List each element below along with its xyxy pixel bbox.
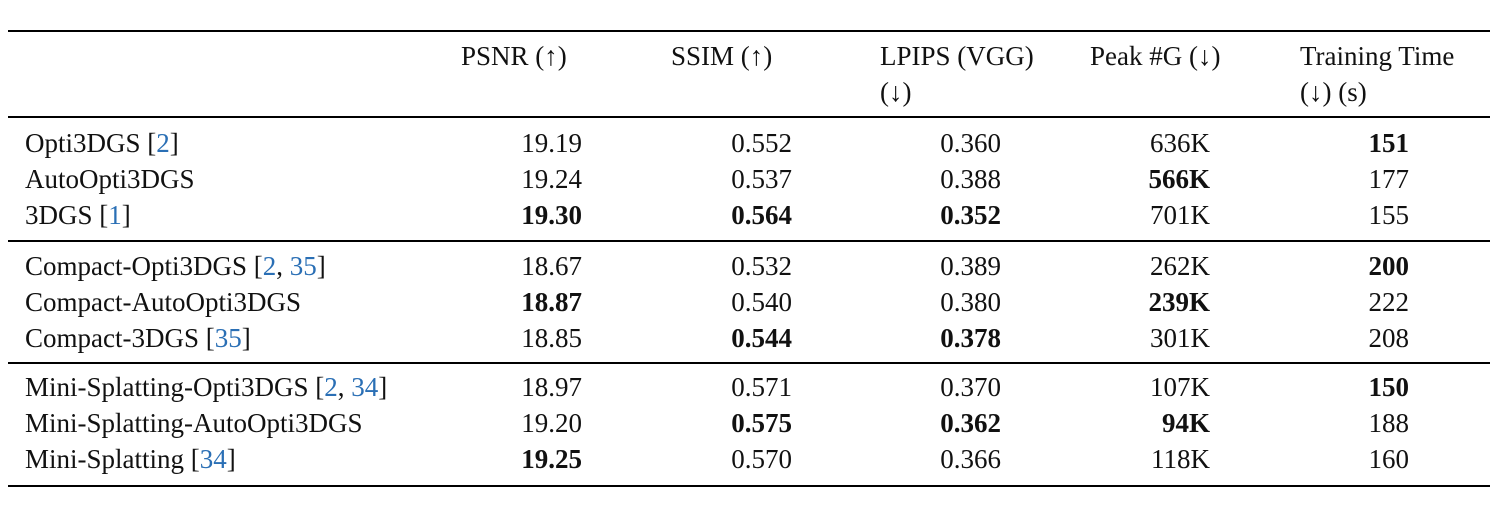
- method-name: 3DGS [1]: [25, 200, 131, 230]
- citation-link[interactable]: 1: [108, 200, 122, 230]
- time-value: 160: [1368, 444, 1410, 474]
- psnr-value: 18.97: [521, 372, 582, 402]
- method-name: AutoOpti3DGS: [25, 161, 195, 197]
- ssim-value: 0.571: [731, 372, 792, 402]
- psnr-value: 18.67: [521, 251, 582, 281]
- time-value: 200: [1368, 251, 1410, 281]
- psnr-value: 19.20: [521, 408, 582, 438]
- lpips-value: 0.378: [940, 323, 1001, 353]
- ssim-value: 0.532: [731, 251, 792, 281]
- peakg-value: 94K: [1161, 408, 1210, 438]
- method-label: Compact-AutoOpti3DGS: [25, 287, 301, 317]
- citation-link[interactable]: 34: [199, 444, 227, 474]
- method-name: Opti3DGS [2]: [25, 128, 179, 158]
- time-value: 155: [1368, 200, 1410, 230]
- method-label: Opti3DGS: [25, 128, 141, 158]
- psnr-value: 19.24: [521, 164, 582, 194]
- time-value: 222: [1368, 287, 1410, 317]
- header-ssim: SSIM (↑): [671, 41, 773, 71]
- citation-link[interactable]: 2: [324, 372, 338, 402]
- peakg-value: 107K: [1150, 372, 1210, 402]
- peakg-value: 701K: [1150, 200, 1210, 230]
- peakg-value: 301K: [1150, 323, 1210, 353]
- header-peakg: Peak #G (↓): [1090, 41, 1221, 71]
- header-time-line2: (↓) (s): [1300, 77, 1367, 107]
- psnr-value: 19.25: [521, 444, 582, 474]
- method-label: Compact-Opti3DGS: [25, 251, 247, 281]
- lpips-value: 0.366: [940, 444, 1001, 474]
- psnr-value: 18.85: [521, 323, 582, 353]
- peakg-value: 239K: [1148, 287, 1210, 317]
- citation-link[interactable]: 2: [262, 251, 277, 281]
- citation-link[interactable]: 35: [289, 251, 317, 281]
- time-value: 151: [1368, 128, 1410, 158]
- ssim-value: 0.552: [731, 128, 792, 158]
- time-value: 177: [1368, 164, 1410, 194]
- lpips-value: 0.362: [940, 408, 1001, 438]
- ssim-value: 0.544: [731, 323, 792, 353]
- time-value: 188: [1368, 408, 1410, 438]
- group-2-rule: [8, 362, 1490, 364]
- method-name: Mini-Splatting-Opti3DGS [2, 34]: [25, 372, 388, 402]
- ssim-value: 0.540: [731, 287, 792, 317]
- top-rule: [8, 30, 1490, 32]
- time-value: 150: [1368, 372, 1410, 402]
- method-label: Mini-Splatting-Opti3DGS: [25, 372, 309, 402]
- method-label: AutoOpti3DGS: [25, 164, 195, 194]
- lpips-value: 0.388: [940, 164, 1001, 194]
- citation-link[interactable]: 2: [156, 128, 170, 158]
- header-lpips-line1: LPIPS (VGG): [880, 41, 1034, 71]
- lpips-value: 0.389: [940, 251, 1001, 281]
- ssim-value: 0.575: [731, 408, 792, 438]
- ssim-value: 0.564: [731, 200, 792, 230]
- method-name: Compact-Opti3DGS [2, 35]: [25, 251, 326, 281]
- method-label: 3DGS: [25, 200, 93, 230]
- group-1-rule: [8, 240, 1490, 242]
- lpips-value: 0.360: [940, 128, 1001, 158]
- ssim-value: 0.537: [731, 164, 792, 194]
- header-time-line1: Training Time: [1300, 41, 1455, 71]
- psnr-value: 18.87: [521, 287, 582, 317]
- psnr-value: 19.19: [521, 128, 582, 158]
- header-rule: [8, 116, 1490, 118]
- peakg-value: 118K: [1151, 444, 1210, 474]
- method-name: Compact-AutoOpti3DGS: [25, 284, 301, 320]
- method-label: Mini-Splatting-AutoOpti3DGS: [25, 408, 363, 438]
- time-value: 208: [1368, 323, 1410, 353]
- ssim-value: 0.570: [731, 444, 792, 474]
- peakg-value: 636K: [1150, 128, 1210, 158]
- method-name: Compact-3DGS [35]: [25, 323, 251, 353]
- lpips-value: 0.352: [940, 200, 1001, 230]
- peakg-value: 262K: [1150, 251, 1210, 281]
- bottom-rule: [8, 485, 1490, 487]
- header-psnr: PSNR (↑): [461, 41, 567, 71]
- peakg-value: 566K: [1148, 164, 1210, 194]
- psnr-value: 19.30: [521, 200, 582, 230]
- citation-link[interactable]: 35: [214, 323, 242, 353]
- method-label: Mini-Splatting: [25, 444, 185, 474]
- header-lpips-line2: (↓): [880, 77, 912, 107]
- lpips-value: 0.380: [940, 287, 1001, 317]
- method-label: Compact-3DGS: [25, 323, 199, 353]
- method-name: Mini-Splatting [34]: [25, 444, 236, 474]
- lpips-value: 0.370: [940, 372, 1001, 402]
- citation-link[interactable]: 34: [351, 372, 379, 402]
- method-name: Mini-Splatting-AutoOpti3DGS: [25, 405, 363, 441]
